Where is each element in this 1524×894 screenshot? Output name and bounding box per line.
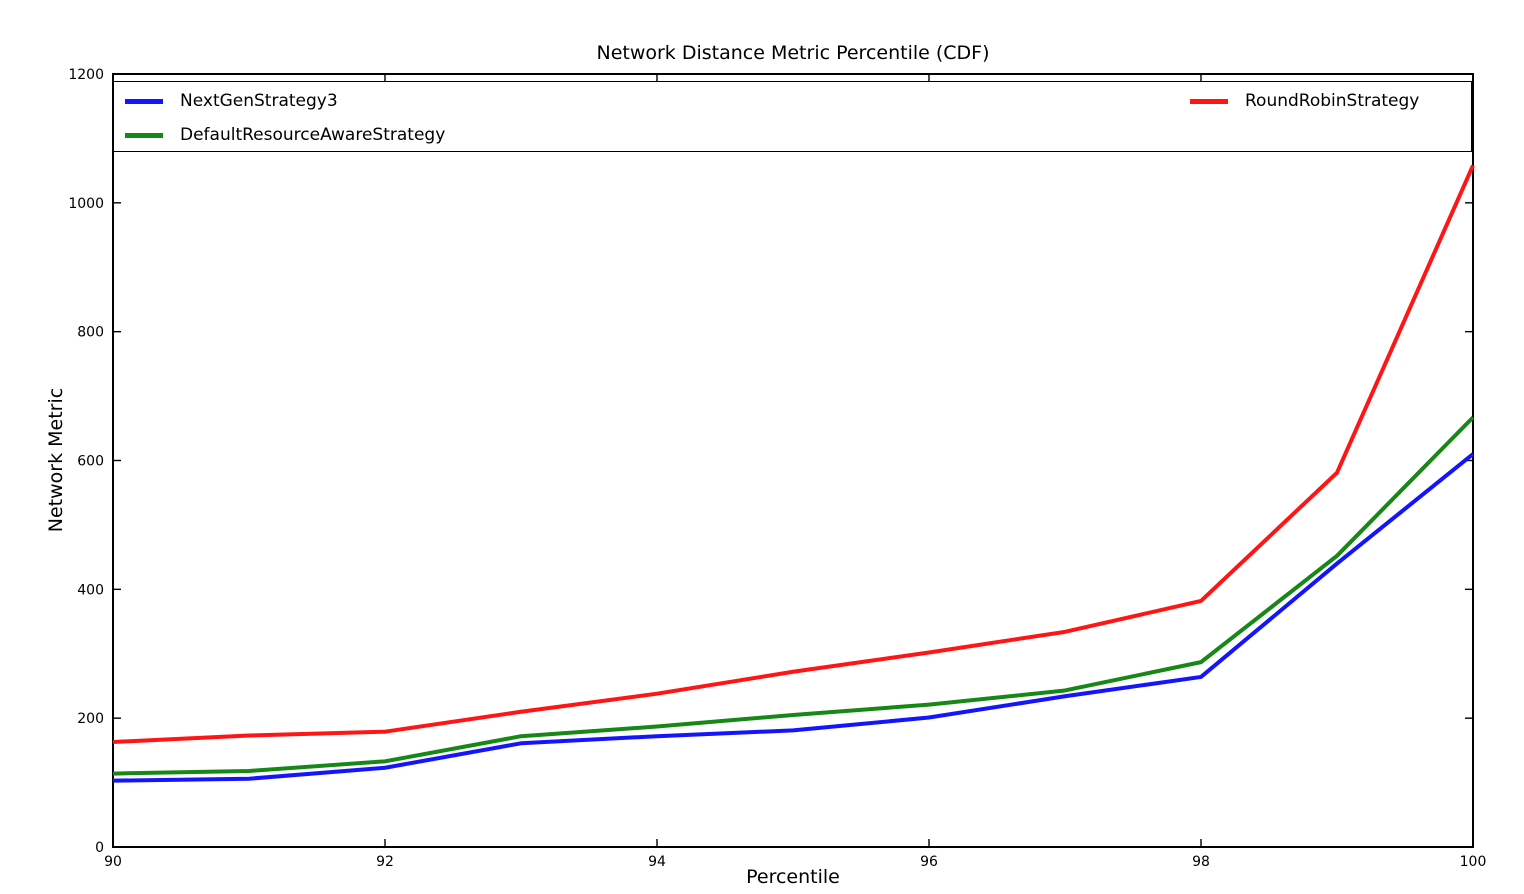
y-tick-label: 1200 [68, 67, 104, 83]
legend-label: DefaultResourceAwareStrategy [180, 125, 446, 145]
x-tick-label: 94 [648, 854, 666, 870]
series-line-DefaultResourceAwareStrategy [112, 415, 1475, 776]
series-line-RoundRobinStrategy [112, 164, 1475, 744]
legend-line-sample-green [125, 132, 163, 138]
legend-line-sample-red [1190, 98, 1228, 104]
legend-label: NextGenStrategy3 [180, 91, 338, 111]
series-line-NextGenStrategy3 [112, 452, 1475, 783]
y-tick-label: 1000 [68, 196, 104, 212]
legend-box: NextGenStrategy3 DefaultResourceAwareStr… [113, 81, 1472, 152]
x-axis-label: Percentile [746, 866, 840, 888]
legend-entry: RoundRobinStrategy [1190, 89, 1419, 113]
y-tick-label: 0 [95, 840, 104, 856]
y-tick-label: 400 [77, 582, 104, 598]
x-tick-label: 98 [1192, 854, 1210, 870]
legend-label: RoundRobinStrategy [1245, 91, 1420, 111]
x-tick-label: 96 [920, 854, 938, 870]
legend-line-sample-blue [125, 98, 163, 104]
x-tick-label: 90 [104, 854, 122, 870]
legend-entry: DefaultResourceAwareStrategy [125, 123, 445, 147]
y-tick-label: 200 [77, 711, 104, 727]
y-tick-label: 800 [77, 325, 104, 341]
legend-entry: NextGenStrategy3 [125, 89, 338, 113]
chart-title: Network Distance Metric Percentile (CDF) [596, 42, 990, 64]
x-tick-label: 92 [376, 854, 394, 870]
x-tick-label: 100 [1460, 854, 1487, 870]
y-tick-label: 600 [77, 454, 104, 470]
